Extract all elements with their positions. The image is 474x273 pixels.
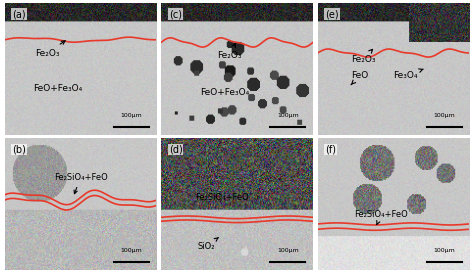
Text: (f): (f) (325, 144, 336, 155)
Text: Fe₃O₄: Fe₃O₄ (393, 69, 423, 80)
Text: SiO₂: SiO₂ (198, 238, 219, 251)
Text: 100μm: 100μm (433, 113, 455, 118)
Text: Fe₂SiO₄+FeO: Fe₂SiO₄+FeO (54, 173, 108, 194)
Text: 100μm: 100μm (120, 248, 142, 253)
Text: 100μm: 100μm (120, 113, 142, 118)
Text: Fe₂O₃: Fe₂O₃ (351, 49, 375, 64)
Text: Fe₂SiO₄+FeO: Fe₂SiO₄+FeO (195, 193, 249, 202)
Text: FeO: FeO (351, 71, 369, 85)
Text: (c): (c) (169, 9, 182, 19)
Text: 100μm: 100μm (433, 248, 455, 253)
Text: Fe₂O₃: Fe₂O₃ (35, 41, 65, 58)
Text: (e): (e) (325, 9, 339, 19)
Text: (a): (a) (12, 9, 26, 19)
Text: 100μm: 100μm (277, 113, 299, 118)
Text: 100μm: 100μm (277, 248, 299, 253)
Text: (d): (d) (169, 144, 182, 155)
Text: (b): (b) (12, 144, 26, 155)
Text: FeO+Fe₃O₄: FeO+Fe₃O₄ (33, 84, 82, 93)
Text: Fe₂SiO₄+FeO: Fe₂SiO₄+FeO (355, 210, 408, 225)
Text: Fe₂O₃: Fe₂O₃ (217, 43, 242, 60)
Text: FeO+Fe₃O₄: FeO+Fe₃O₄ (200, 88, 249, 97)
